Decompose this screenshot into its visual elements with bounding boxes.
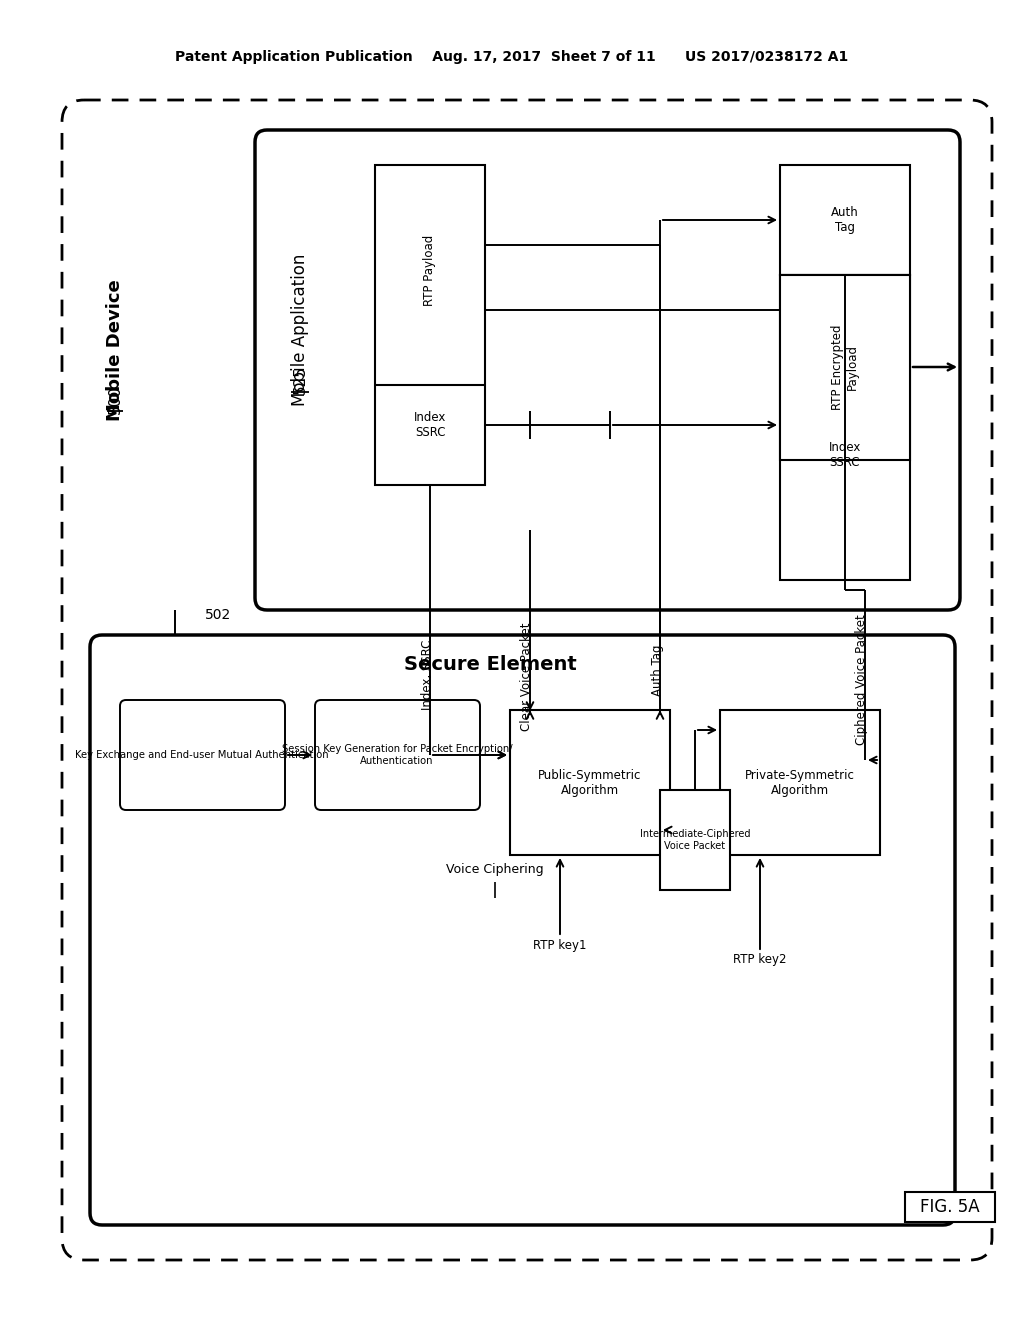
Text: Session Key Generation for Packet Encryption/
Authentication: Session Key Generation for Packet Encryp… xyxy=(282,744,512,766)
Text: Mobile Device: Mobile Device xyxy=(106,279,124,421)
Text: Key Exchange and End-user Mutual Authentication: Key Exchange and End-user Mutual Authent… xyxy=(75,750,329,760)
Text: Auth Tag: Auth Tag xyxy=(650,644,664,696)
Text: Index
SSRC: Index SSRC xyxy=(828,441,861,469)
Text: RTP key2: RTP key2 xyxy=(733,953,786,966)
Bar xyxy=(780,275,910,459)
FancyBboxPatch shape xyxy=(62,100,992,1261)
Bar xyxy=(780,165,910,275)
Text: Intermediate-Ciphered
Voice Packet: Intermediate-Ciphered Voice Packet xyxy=(640,829,751,851)
Text: Clear Voice Packet: Clear Voice Packet xyxy=(520,623,534,731)
Bar xyxy=(660,789,730,890)
Text: FIG. 5A: FIG. 5A xyxy=(921,1199,980,1216)
Text: Auth
Tag: Auth Tag xyxy=(831,206,859,234)
FancyBboxPatch shape xyxy=(90,635,955,1225)
Text: Ciphered Voice Packet: Ciphered Voice Packet xyxy=(855,615,868,746)
Bar xyxy=(780,275,910,579)
Text: RTP Encrypted
Payload: RTP Encrypted Payload xyxy=(831,325,859,409)
Text: 525: 525 xyxy=(293,366,307,395)
FancyBboxPatch shape xyxy=(255,129,961,610)
Text: Private-Symmetric
Algorithm: Private-Symmetric Algorithm xyxy=(745,770,855,797)
Text: 500: 500 xyxy=(108,385,123,414)
Bar xyxy=(905,1192,995,1222)
Bar xyxy=(375,165,485,484)
Text: Index
SSRC: Index SSRC xyxy=(414,411,446,440)
Text: Index, SSRC: Index, SSRC xyxy=(421,640,433,710)
Text: RTP key1: RTP key1 xyxy=(534,939,587,952)
Text: Mobile Application: Mobile Application xyxy=(291,253,309,407)
FancyBboxPatch shape xyxy=(315,700,480,810)
Bar xyxy=(720,710,880,855)
Text: 502: 502 xyxy=(205,609,231,622)
Text: Patent Application Publication    Aug. 17, 2017  Sheet 7 of 11      US 2017/0238: Patent Application Publication Aug. 17, … xyxy=(175,50,849,63)
Text: Public-Symmetric
Algorithm: Public-Symmetric Algorithm xyxy=(539,770,642,797)
FancyBboxPatch shape xyxy=(120,700,285,810)
Text: RTP Payload: RTP Payload xyxy=(424,235,436,306)
Bar xyxy=(510,710,670,855)
Text: Secure Element: Secure Element xyxy=(403,656,577,675)
Text: Voice Ciphering: Voice Ciphering xyxy=(446,863,544,876)
